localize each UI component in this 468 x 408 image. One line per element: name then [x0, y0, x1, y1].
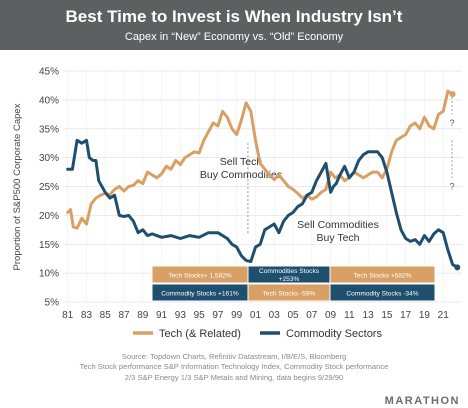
series-line-tech	[66, 89, 455, 230]
annotation-text: Buy Tech	[317, 232, 360, 244]
grid-lines	[63, 70, 462, 303]
title-banner: Best Time to Invest is When Industry Isn…	[0, 0, 468, 50]
annotation-text: Buy Commodities	[200, 169, 282, 181]
table-cell-text: Commodity Stocks +161%	[161, 291, 239, 298]
x-tick-label: 17	[400, 310, 412, 321]
table-cell-text: Tech Stocks+ 1,582%	[168, 273, 232, 280]
y-tick-label: 5%	[45, 298, 60, 309]
series-line-commodity	[66, 138, 459, 269]
x-tick-label: 81	[62, 310, 74, 321]
y-tick-label: 30%	[39, 153, 59, 164]
series-end-point	[454, 264, 461, 271]
y-tick-label: 25%	[39, 182, 59, 193]
line-chart: 5% 10% 15% 20% 25% 30% 35% 40% 45% 81 83 85 87 89 91 9…	[12, 67, 462, 340]
legend-label: Tech (& Related)	[159, 328, 241, 340]
y-tick-label: 15%	[39, 240, 59, 251]
x-tick-label: 21	[438, 310, 450, 321]
x-tick-label: 85	[100, 310, 112, 321]
x-tick-label: 13	[363, 310, 375, 321]
x-tick-label: 15	[381, 310, 393, 321]
table-cell-text: Commodities Stocks	[259, 268, 320, 275]
y-tick-label: 45%	[39, 67, 59, 78]
series-end-point	[449, 91, 456, 98]
period-performance-table: Tech Stocks+ 1,582% Commodities Stocks+25…	[151, 265, 436, 302]
series-lines	[66, 89, 461, 271]
annotation-text: Sell Tech	[220, 156, 263, 168]
x-tick-label: 03	[269, 310, 281, 321]
source-line: Tech Stock performance S&P Information T…	[79, 362, 389, 372]
table-cell-text: +253%	[279, 276, 300, 283]
table-cell-text: Tech Stocks -59%	[263, 291, 316, 298]
x-tick-label: 95	[194, 310, 206, 321]
x-tick-label: 97	[212, 310, 224, 321]
source-line: Source: Topdown Charts, Refinitiv Datast…	[121, 352, 347, 361]
table-cell	[329, 283, 436, 302]
legend: Tech (& Related) Commodity Sectors	[133, 328, 382, 340]
legend-label: Commodity Sectors	[286, 328, 382, 340]
x-axis-ticks: 81 83 85 87 89 91 93 95 97 99 01 03 05 07 09 11 13 15 17 19…	[62, 310, 449, 321]
x-tick-label: 07	[306, 310, 318, 321]
brand-logo-text: MARATHON	[384, 395, 460, 407]
x-tick-label: 01	[250, 310, 262, 321]
x-tick-label: 19	[419, 310, 431, 321]
table-cell-text: Tech Stocks +582%	[353, 273, 411, 280]
source-line: 2/3 S&P Energy 1/3 S&P Metals and Mining…	[124, 372, 344, 382]
x-tick-label: 83	[81, 310, 93, 321]
chart-title: Best Time to Invest is When Industry Isn…	[65, 7, 403, 26]
table-cell-text: Commodity Stocks -34%	[346, 291, 418, 298]
y-axis-label: Proportion of S&P500 Corporate Capex	[12, 103, 23, 270]
chart-subtitle: Capex in “New” Economy vs. “Old” Economy	[124, 31, 344, 43]
y-tick-label: 20%	[39, 211, 59, 222]
x-tick-label: 11	[344, 310, 355, 321]
y-tick-label: 40%	[39, 95, 59, 106]
source-note: Source: Topdown Charts, Refinitiv Datast…	[0, 352, 468, 383]
y-axis-ticks: 5% 10% 15% 20% 25% 30% 35% 40% 45%	[39, 67, 59, 309]
x-tick-label: 05	[287, 310, 299, 321]
y-tick-label: 10%	[39, 269, 59, 280]
x-tick-label: 87	[118, 310, 130, 321]
question-mark-annotation: ?	[449, 181, 454, 191]
table-cell	[329, 265, 436, 284]
annotation-text: Sell Commodities	[297, 219, 379, 231]
question-mark-annotation: ?	[449, 118, 454, 128]
x-tick-label: 91	[156, 310, 168, 321]
x-tick-label: 99	[231, 310, 243, 321]
x-tick-label: 93	[175, 310, 187, 321]
x-tick-label: 89	[137, 310, 149, 321]
x-tick-label: 09	[325, 310, 337, 321]
y-tick-label: 35%	[39, 124, 59, 135]
